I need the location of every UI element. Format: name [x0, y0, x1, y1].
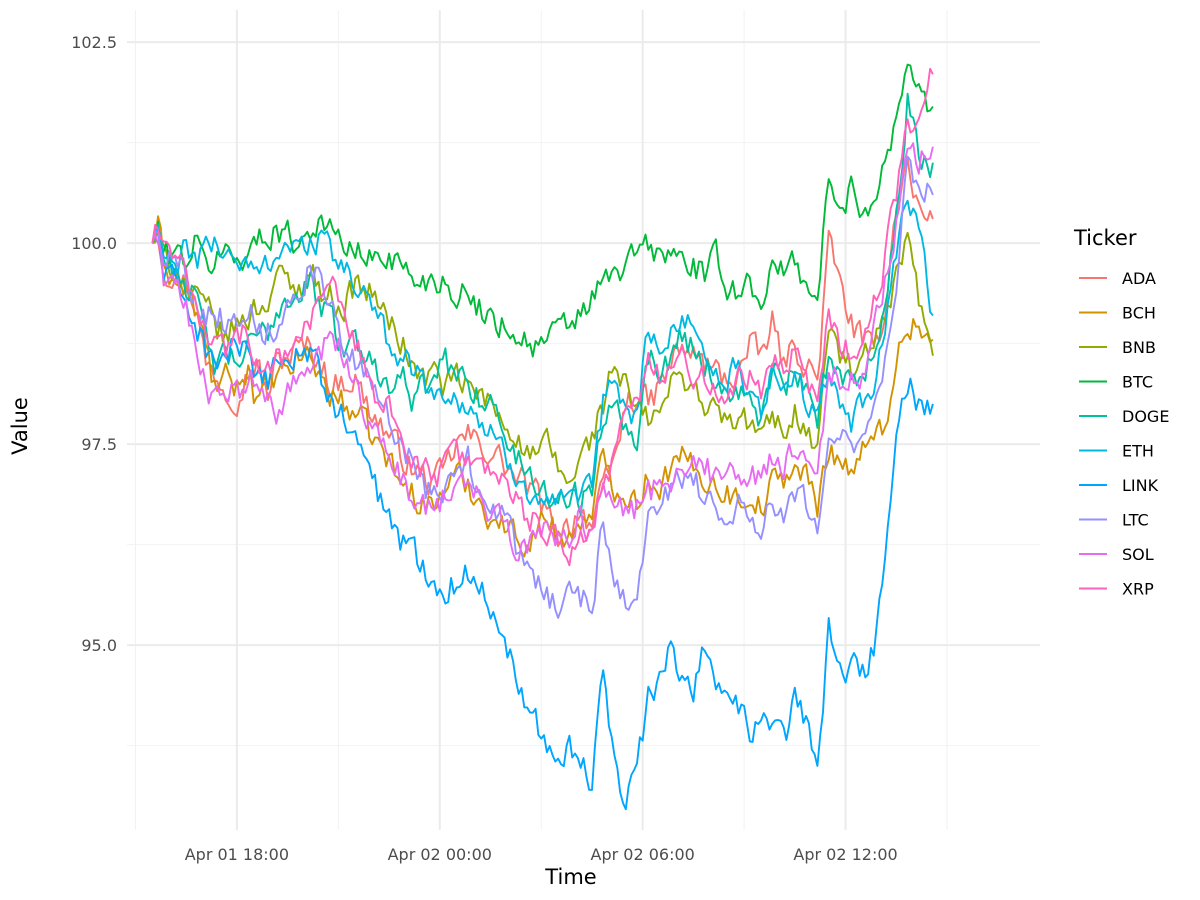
legend-label-ada: ADA: [1122, 269, 1156, 288]
y-tick-label: 100.0: [71, 234, 117, 253]
x-tick-label: Apr 02 00:00: [388, 845, 492, 864]
legend-label-bnb: BNB: [1122, 338, 1156, 357]
x-axis-title: Time: [544, 865, 596, 889]
y-tick-label: 95.0: [81, 636, 117, 655]
series-line-ltc: [151, 155, 934, 619]
legend-label-xrp: XRP: [1122, 580, 1154, 599]
legend-label-sol: SOL: [1122, 545, 1154, 564]
x-tick-label: Apr 02 12:00: [793, 845, 897, 864]
grid-minor-lines: [127, 10, 1040, 830]
legend-label-link: LINK: [1122, 476, 1159, 495]
legend-label-ltc: LTC: [1122, 511, 1149, 530]
legend-title: Ticker: [1073, 226, 1137, 250]
x-tick-label: Apr 02 06:00: [591, 845, 695, 864]
x-axis-tick-labels: Apr 01 18:00 Apr 02 00:00 Apr 02 06:00 Apr …: [185, 845, 898, 864]
legend: Ticker ADA BCH BNB BTC DOGE ETH LINK LTC SOL XRP: [1073, 226, 1169, 599]
grid-major-lines: [127, 10, 1040, 830]
series-lines: [151, 63, 934, 811]
series-line-eth: [151, 199, 934, 506]
y-axis-tick-labels: 95.0 97.5 100.0 102.5: [71, 33, 117, 655]
y-tick-label: 97.5: [81, 435, 117, 454]
series-line-ada: [151, 157, 934, 548]
series-line-xrp: [151, 67, 934, 567]
legend-label-btc: BTC: [1122, 373, 1153, 392]
y-axis-title: Value: [8, 397, 32, 455]
y-tick-label: 102.5: [71, 33, 117, 52]
series-line-sol: [151, 142, 934, 562]
series-line-bnb: [152, 226, 934, 485]
legend-items: ADA BCH BNB BTC DOGE ETH LINK LTC SOL XRP: [1079, 269, 1169, 599]
legend-label-eth: ETH: [1122, 442, 1154, 461]
legend-label-bch: BCH: [1122, 304, 1156, 323]
x-tick-label: Apr 01 18:00: [185, 845, 289, 864]
series-line-btc: [151, 63, 934, 358]
legend-label-doge: DOGE: [1122, 407, 1169, 426]
